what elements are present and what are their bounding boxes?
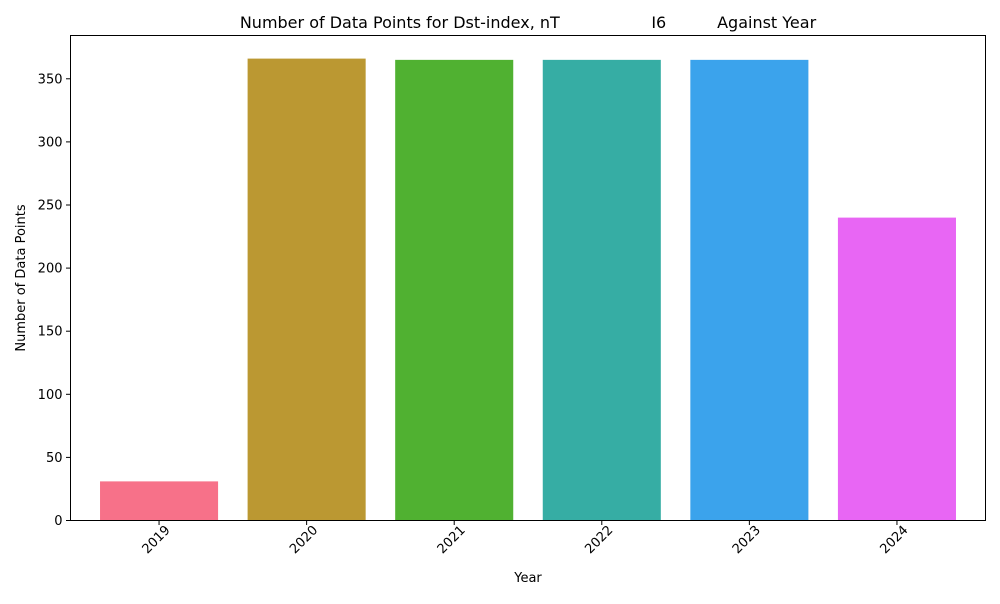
bar-2023 bbox=[690, 59, 809, 521]
y-tick-label: 50 bbox=[46, 451, 63, 466]
bar-2019 bbox=[100, 481, 219, 521]
y-axis-ticks: 0 50 100 150 200 250 300 350 bbox=[38, 72, 71, 529]
x-axis-label: Year bbox=[513, 571, 542, 586]
x-axis-ticks: 2019 2020 2021 2022 2023 2024 bbox=[140, 520, 911, 557]
x-tick-label: 2019 bbox=[140, 523, 174, 557]
y-tick-label: 250 bbox=[38, 198, 63, 213]
y-tick-label: 100 bbox=[38, 388, 63, 403]
bar-2021 bbox=[395, 59, 514, 521]
y-tick-label: 300 bbox=[38, 135, 63, 150]
y-tick-label: 0 bbox=[54, 514, 62, 529]
x-tick-label: 2023 bbox=[730, 523, 764, 557]
y-tick-label: 150 bbox=[38, 325, 63, 340]
bar-2022 bbox=[542, 59, 661, 521]
bars-group bbox=[100, 58, 956, 521]
y-tick-label: 350 bbox=[38, 72, 63, 87]
x-tick-label: 2022 bbox=[582, 523, 616, 557]
bar-2020 bbox=[247, 58, 366, 521]
y-tick-label: 200 bbox=[38, 262, 63, 277]
x-tick-label: 2020 bbox=[287, 523, 321, 557]
x-tick-label: 2021 bbox=[435, 523, 469, 557]
plot-frame bbox=[70, 35, 986, 521]
x-tick-label: 2024 bbox=[877, 523, 911, 557]
bar-2024 bbox=[837, 217, 956, 521]
chart-title: Number of Data Points for Dst-index, nT … bbox=[240, 13, 817, 32]
y-axis-label: Number of Data Points bbox=[14, 204, 29, 351]
